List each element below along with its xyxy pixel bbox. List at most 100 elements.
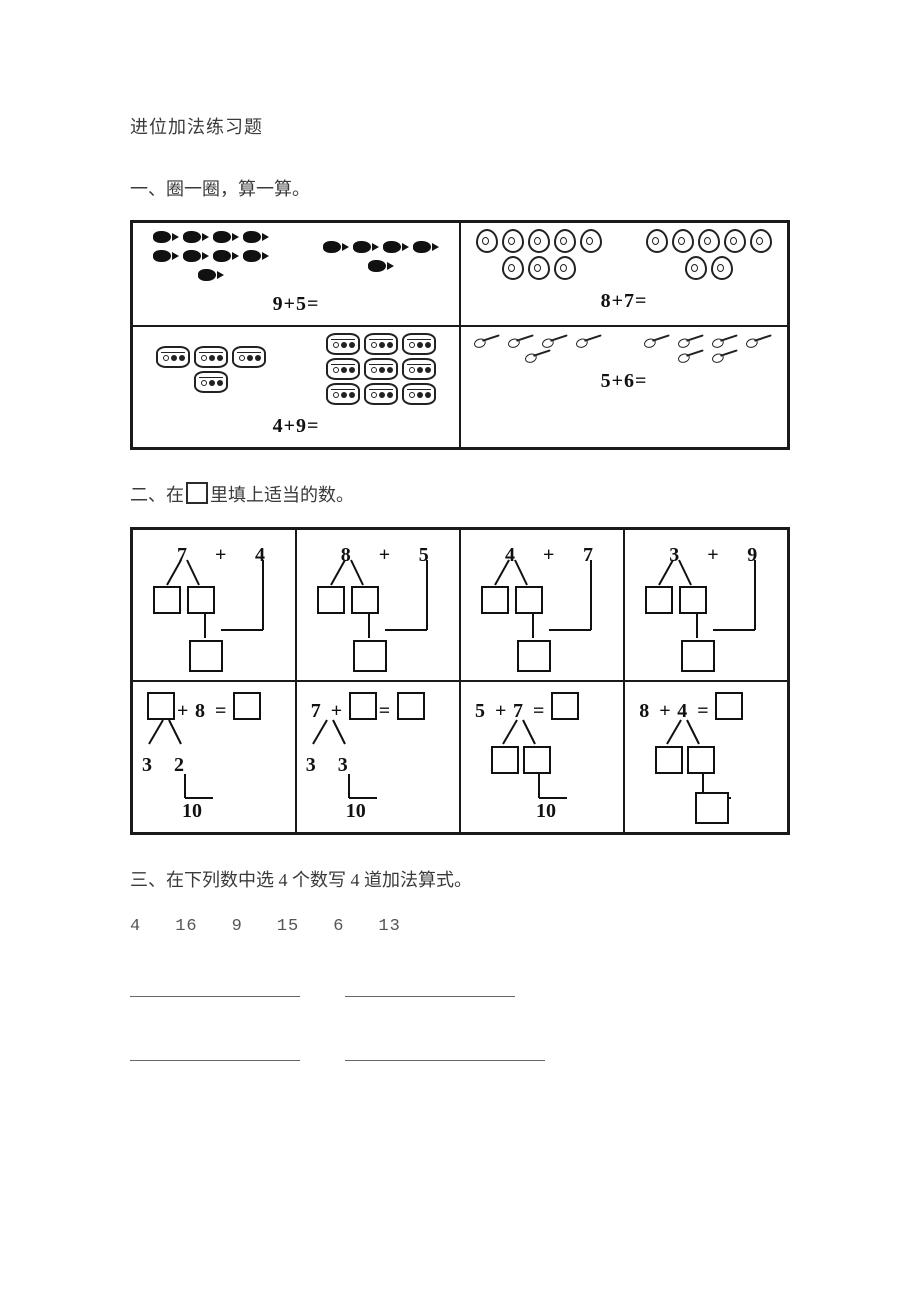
s2-bot-cell-2: 5+7=10 [460,681,624,834]
eq-box[interactable] [397,692,425,720]
egg-icon [672,229,694,253]
addend-left: 8 [341,536,351,574]
plus-sign: + [215,536,226,574]
bottom-value: 10 [536,792,556,830]
egg-icon [580,229,602,253]
split-box[interactable] [515,586,543,614]
eq-box[interactable] [233,692,261,720]
egg-icon [750,229,772,253]
s2-top-cell-2: 4+7 [460,528,624,681]
candidate-number: 15 [277,917,299,936]
section1-grid: 9+5= 8+7= 4+9= 5+6= [130,220,790,450]
cake-icon [326,383,360,405]
eq-token: 7 [311,692,321,730]
s1-eq-1: 8+7= [469,282,779,320]
answer-blank[interactable] [130,995,300,997]
result-box[interactable] [189,640,223,672]
candidate-number: 6 [333,917,344,936]
plus-sign: + [379,536,390,574]
split-box[interactable] [645,586,673,614]
split-box[interactable] [187,586,215,614]
split-box[interactable] [481,586,509,614]
split-box[interactable] [153,586,181,614]
result-box[interactable] [517,640,551,672]
section3-number-list: 416915613 [130,911,790,943]
split-box[interactable] [679,586,707,614]
eq-box[interactable] [349,692,377,720]
fish-icon [243,229,269,245]
egg-icon [698,229,720,253]
egg-icon [528,256,550,280]
section2-grid: 7+48+54+73+9 +8=32107+=33105+7=108+4= [130,527,790,835]
section2-heading-post: 里填上适当的数。 [210,485,354,505]
eq-token: + [331,692,342,730]
s2-top-cell-1: 8+5 [296,528,460,681]
spoon-icon [506,329,538,350]
result-box[interactable] [353,640,387,672]
cake-icon [402,383,436,405]
eq-box[interactable] [551,692,579,720]
spoon-icon [574,329,606,350]
addend-right: 7 [583,536,593,574]
cake-icon [364,358,398,380]
eq-box[interactable] [715,692,743,720]
cake-icon [194,371,228,393]
candidate-number: 13 [378,917,400,936]
s1-eq-3: 5+6= [469,362,779,400]
cake-icon [194,346,228,368]
eq-token: 5 [475,692,485,730]
s2-bot-cell-3: 8+4= [624,681,788,834]
egg-icon [528,229,550,253]
fish-icon [383,239,409,255]
egg-icon [711,256,733,280]
fish-icon [213,248,239,264]
s1-cell-3: 5+6= [460,326,789,449]
split-a[interactable] [491,746,519,774]
result-box[interactable] [681,640,715,672]
spoon-icon [642,329,674,350]
cake-icon [402,358,436,380]
eq-box[interactable] [147,692,175,720]
split-a[interactable] [655,746,683,774]
eq-token: = [697,692,708,730]
fish-icon [213,229,239,245]
split-b: 3 [338,746,348,784]
candidate-number: 9 [232,917,243,936]
bottom-value[interactable] [695,792,729,824]
eq-token: 8 [639,692,649,730]
candidate-number: 16 [175,917,197,936]
page-title: 进位加法练习题 [130,110,790,144]
s1-eq-2: 4+9= [141,407,451,445]
cake-icon [156,346,190,368]
split-box[interactable] [317,586,345,614]
addend-right: 9 [747,536,757,574]
cake-icon [326,333,360,355]
split-a: 3 [142,746,152,784]
egg-icon [685,256,707,280]
addend-left: 3 [669,536,679,574]
fish-icon [323,239,349,255]
egg-icon [554,229,576,253]
eq-token: = [533,692,544,730]
split-box[interactable] [351,586,379,614]
addend-left: 7 [177,536,187,574]
answer-blank[interactable] [345,1059,545,1061]
cake-icon [364,333,398,355]
cake-icon [326,358,360,380]
plus-sign: + [543,536,554,574]
bottom-value: 10 [346,792,366,830]
fish-icon [153,229,179,245]
egg-icon [502,256,524,280]
cake-icon [364,383,398,405]
s2-bot-cell-1: 7+=3310 [296,681,460,834]
eq-token: 7 [513,692,523,730]
answer-blank[interactable] [130,1059,300,1061]
spoon-icon [472,329,504,350]
section2-heading: 二、在里填上适当的数。 [130,478,790,512]
s1-cell-0: 9+5= [132,222,461,327]
eq-token: + [659,692,670,730]
split-b[interactable] [687,746,715,774]
answer-blank[interactable] [345,995,515,997]
fish-icon [368,258,394,274]
split-b[interactable] [523,746,551,774]
